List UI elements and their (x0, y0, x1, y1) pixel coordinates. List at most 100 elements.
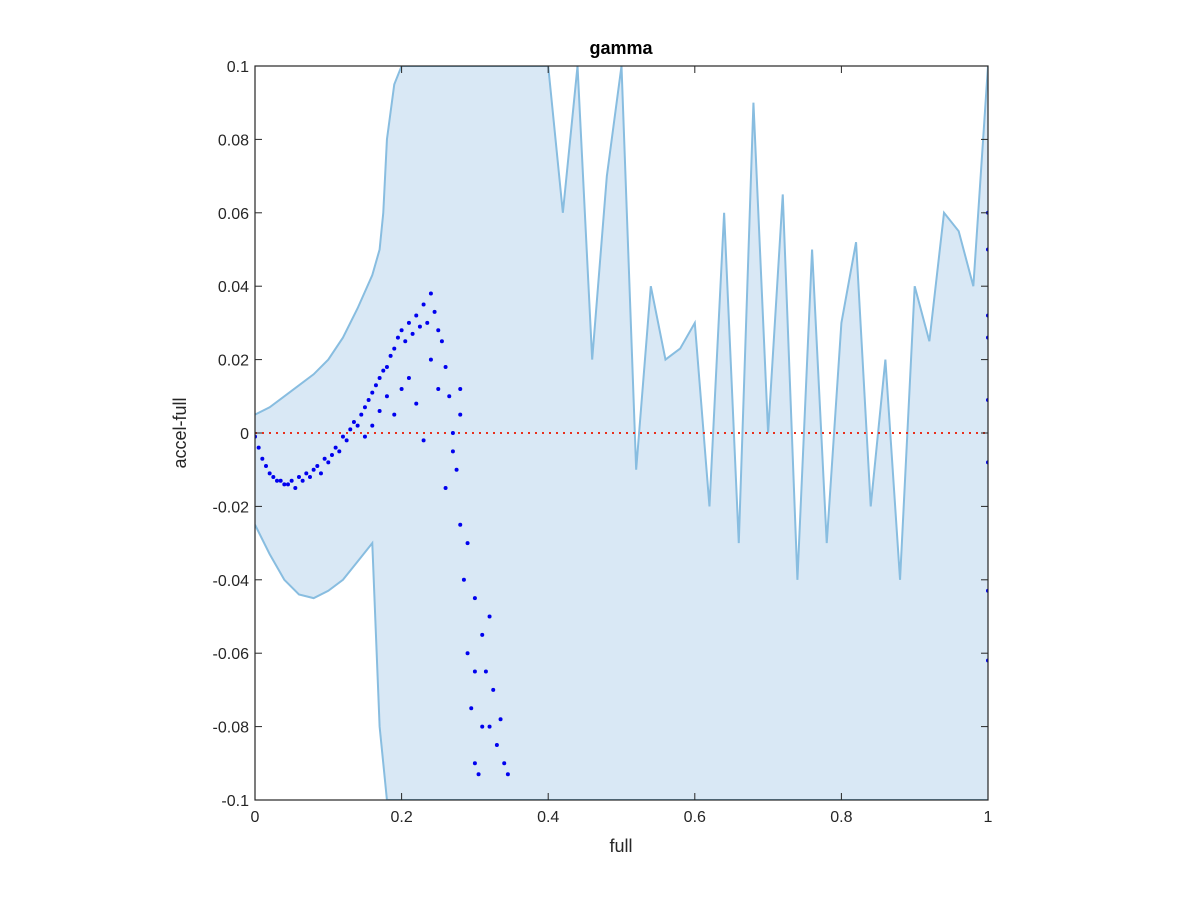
data-point (304, 471, 309, 476)
data-point (271, 475, 276, 480)
data-point (362, 405, 367, 410)
y-tick-label: 0 (240, 426, 249, 443)
data-point (282, 482, 287, 487)
data-point (315, 464, 320, 469)
data-point (494, 742, 499, 747)
data-point (399, 328, 404, 333)
data-point (465, 541, 470, 546)
data-point (472, 596, 477, 601)
data-point (337, 449, 342, 454)
data-point (326, 460, 331, 465)
axis-ticks: 0 0.2 0.4 0.6 0.8 1 -0.1 -0.08 -0.06 -0.04 -0.02 0 0… (213, 59, 993, 826)
data-point (410, 331, 415, 336)
x-tick-label: 0.6 (684, 809, 706, 826)
data-point (366, 397, 371, 402)
data-point (450, 449, 455, 454)
data-point (439, 339, 444, 344)
data-point (263, 464, 268, 469)
data-point (388, 353, 393, 358)
data-point (502, 761, 507, 766)
x-tick-label: 0.8 (830, 809, 852, 826)
y-tick-label: -0.1 (221, 793, 249, 810)
data-point (359, 412, 364, 417)
data-point (472, 669, 477, 674)
data-point (414, 401, 419, 406)
data-point (421, 302, 426, 307)
data-point (293, 486, 298, 491)
data-point (373, 383, 378, 388)
data-point (476, 772, 481, 777)
data-point (443, 486, 448, 491)
y-tick-label: 0.1 (227, 59, 249, 76)
data-point (480, 724, 485, 729)
data-point (351, 419, 356, 424)
data-point (417, 324, 422, 329)
data-point (406, 375, 411, 380)
y-tick-label: 0.06 (218, 206, 249, 223)
data-point (428, 291, 433, 296)
data-point (443, 364, 448, 369)
data-point (454, 467, 459, 472)
x-tick-label: 0.4 (537, 809, 559, 826)
data-point (377, 375, 382, 380)
data-point (278, 478, 283, 483)
data-point (392, 346, 397, 351)
y-tick-label: 0.02 (218, 353, 249, 370)
data-point (296, 475, 301, 480)
data-point (322, 456, 327, 461)
x-axis-label: full (609, 836, 632, 856)
scatter-series (255, 210, 988, 777)
data-point (377, 408, 382, 413)
data-point (505, 772, 510, 777)
data-point (289, 478, 294, 483)
data-point (370, 423, 375, 428)
data-point (425, 320, 430, 325)
data-point (421, 438, 426, 443)
data-point (406, 320, 411, 325)
data-point (340, 434, 345, 439)
y-tick-label: 0.04 (218, 279, 249, 296)
data-point (483, 669, 488, 674)
data-point (329, 453, 334, 458)
data-point (300, 478, 305, 483)
x-tick-label: 0.2 (390, 809, 412, 826)
data-point (465, 651, 470, 656)
data-point (436, 386, 441, 391)
data-point (458, 522, 463, 527)
data-point (399, 386, 404, 391)
data-point (414, 313, 419, 318)
data-point (307, 475, 312, 480)
data-point (344, 438, 349, 443)
band-fill (255, 66, 988, 800)
y-tick-label: 0.08 (218, 132, 249, 149)
data-point (458, 386, 463, 391)
data-point (480, 632, 485, 637)
y-tick-label: -0.08 (213, 720, 250, 737)
data-point (392, 412, 397, 417)
data-point (274, 478, 279, 483)
data-point (311, 467, 316, 472)
y-tick-label: -0.06 (213, 646, 250, 663)
data-point (333, 445, 338, 450)
y-axis-label: accel-full (170, 397, 190, 468)
data-point (370, 390, 375, 395)
band-lower-line (255, 524, 988, 800)
data-point (381, 368, 386, 373)
data-point (260, 456, 265, 461)
data-point (428, 357, 433, 362)
data-point (450, 431, 455, 435)
data-point (487, 724, 492, 729)
data-point (256, 445, 261, 450)
data-point (469, 706, 474, 711)
data-point (472, 761, 477, 766)
data-point (461, 577, 466, 582)
data-point (267, 471, 272, 476)
x-tick-label: 0 (251, 809, 260, 826)
data-point (498, 717, 503, 722)
data-point (395, 335, 400, 340)
data-point (384, 364, 389, 369)
data-point (285, 482, 290, 487)
y-tick-label: -0.04 (213, 573, 250, 590)
y-tick-label: -0.02 (213, 499, 250, 516)
